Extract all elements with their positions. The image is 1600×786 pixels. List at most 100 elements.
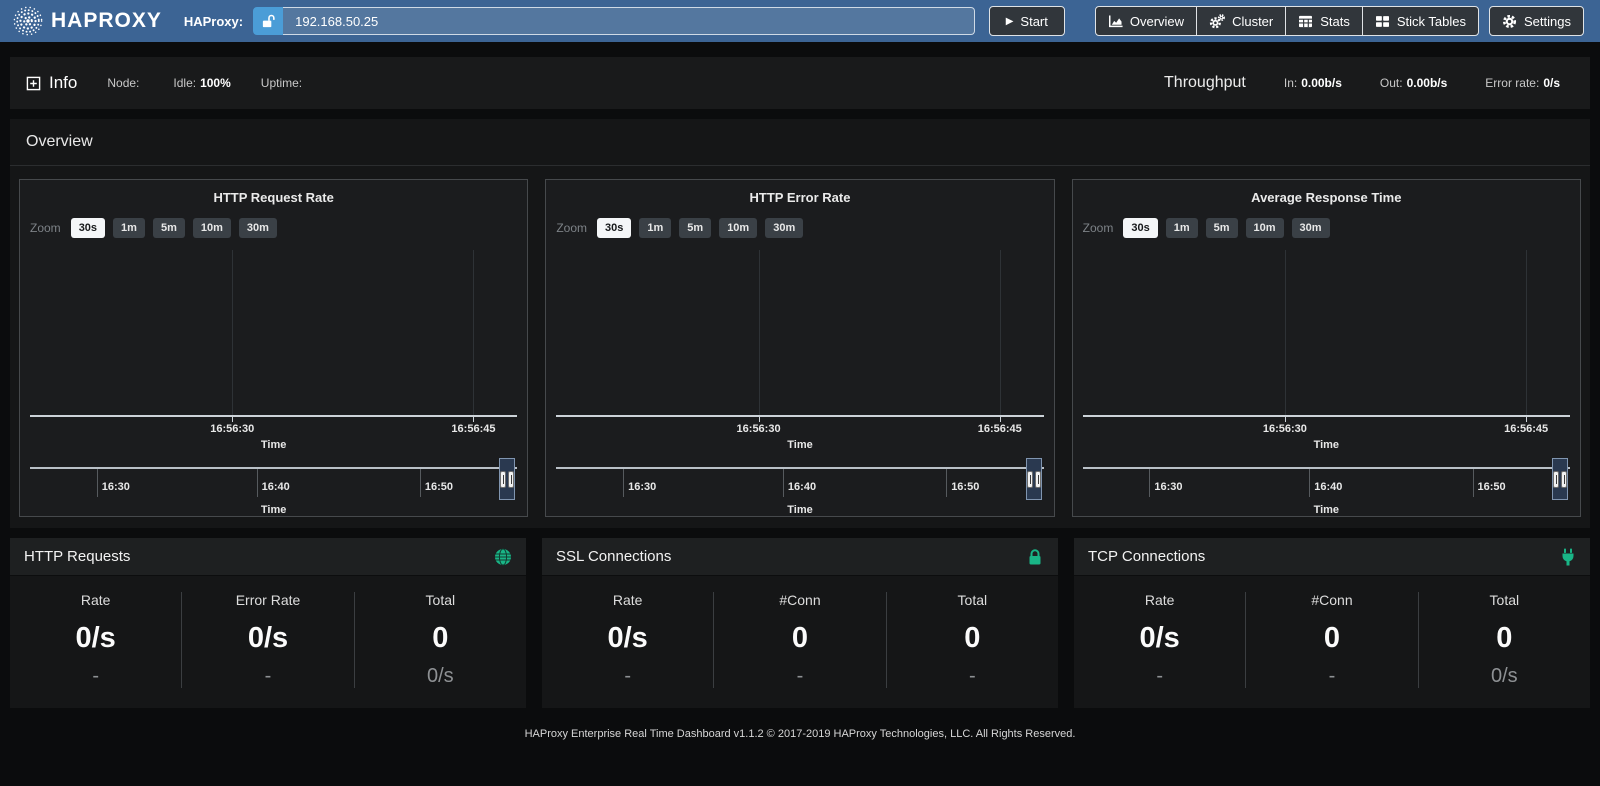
chart-plot-area: 16:56:30 16:56:45 Time [1083,250,1570,450]
navigator-handle-left[interactable] [1027,471,1033,488]
metric-total: Total 0 0/s [354,592,526,688]
card-title: TCP Connections [1088,548,1205,565]
zoom-30m-button[interactable]: 30m [1292,218,1330,238]
plug-icon [1560,548,1576,566]
navigator-selected-range[interactable] [1026,458,1042,500]
expand-plus-icon [26,76,41,91]
zoom-10m-button[interactable]: 10m [719,218,757,238]
navigator-axis-title: Time [261,504,286,516]
chart-navigator[interactable]: 16:30 16:40 16:50 Time [1083,458,1570,517]
zoom-controls: Zoom 30s 1m 5m 10m 30m [1083,218,1570,238]
navigator-axis-title: Time [787,504,812,516]
chart-plot-area: 16:56:30 16:56:45 Time [556,250,1043,450]
info-title: Info [49,73,77,93]
zoom-10m-button[interactable]: 10m [1246,218,1284,238]
chart-navigator[interactable]: 16:30 16:40 16:50 Time [30,458,517,517]
card-title: HTTP Requests [24,548,130,565]
metric-conn: #Conn 0 - [713,592,885,688]
zoom-controls: Zoom 30s 1m 5m 10m 30m [30,218,517,238]
zoom-label: Zoom [30,221,61,235]
top-navbar: HAPROXY HAProxy: ▶ Start [0,0,1600,42]
zoom-1m-button[interactable]: 1m [639,218,671,238]
metric-rate: Rate 0/s - [10,592,181,688]
zoom-30s-button[interactable]: 30s [71,218,105,238]
node-address-input[interactable] [283,7,975,35]
throughput-error-rate: Error rate:0/s [1485,76,1560,90]
brand-name: HAPROXY [51,9,162,33]
zoom-5m-button[interactable]: 5m [153,218,185,238]
unlock-icon [261,14,276,29]
chart-panel-http-request-rate: HTTP Request Rate Zoom 30s 1m 5m 10m 30m… [19,179,528,517]
node-address-group [253,7,975,35]
gear-icon [1502,14,1517,29]
metric-conn: #Conn 0 - [1245,592,1417,688]
start-button[interactable]: ▶ Start [989,6,1065,36]
info-expander[interactable]: Info [26,73,77,93]
navigator-handle-left[interactable] [500,471,506,488]
footer-copyright: HAProxy Enterprise Real Time Dashboard v… [0,718,1600,750]
navigator-axis-line [556,467,1043,469]
zoom-30s-button[interactable]: 30s [597,218,631,238]
zoom-5m-button[interactable]: 5m [679,218,711,238]
throughput-title: Throughput [1164,74,1246,92]
metric-rate: Rate 0/s - [542,592,713,688]
zoom-10m-button[interactable]: 10m [193,218,231,238]
zoom-30s-button[interactable]: 30s [1123,218,1157,238]
chart-navigator[interactable]: 16:30 16:40 16:50 Time [556,458,1043,517]
x-axis-title: Time [1314,439,1339,451]
navigator-axis-line [1083,467,1570,469]
x-tick-label: 16:56:30 [737,423,781,435]
zoom-30m-button[interactable]: 30m [765,218,803,238]
view-switcher: Overview Cluster [1095,6,1479,36]
table-icon [1298,15,1313,28]
x-tick-label: 16:56:45 [1504,423,1548,435]
x-axis-title: Time [787,439,812,451]
navigator-selected-range[interactable] [499,458,515,500]
zoom-30m-button[interactable]: 30m [239,218,277,238]
settings-button[interactable]: Settings [1489,6,1584,36]
metric-cards-row: HTTP Requests Rate 0/s - Error Rate 0/ [10,538,1590,708]
nav-tick-label: 16:50 [1478,481,1506,493]
x-axis-line [30,415,517,417]
chart-title: HTTP Request Rate [30,190,517,205]
uptime-field: Uptime: [261,76,306,90]
navigator-handle-right[interactable] [1561,471,1567,488]
metric-total: Total 0 0/s [1418,592,1590,688]
tab-overview[interactable]: Overview [1095,6,1197,36]
area-chart-icon [1108,15,1123,28]
x-tick-label: 16:56:30 [210,423,254,435]
navigator-handle-right[interactable] [508,471,514,488]
tab-stats[interactable]: Stats [1285,6,1363,36]
haproxy-logo-icon [12,5,44,37]
zoom-5m-button[interactable]: 5m [1206,218,1238,238]
zoom-1m-button[interactable]: 1m [1166,218,1198,238]
zoom-1m-button[interactable]: 1m [113,218,145,238]
tab-cluster[interactable]: Cluster [1196,6,1286,36]
chart-panel-http-error-rate: HTTP Error Rate Zoom 30s 1m 5m 10m 30m 1… [545,179,1054,517]
navigator-handle-left[interactable] [1553,471,1559,488]
zoom-label: Zoom [556,221,587,235]
node-address-label: HAProxy: [184,14,243,29]
nav-tick-label: 16:30 [102,481,130,493]
card-ssl-connections: SSL Connections Rate 0/s - #Conn 0 - Tot… [542,538,1058,708]
card-http-requests: HTTP Requests Rate 0/s - Error Rate 0/ [10,538,526,708]
x-tick-label: 16:56:45 [978,423,1022,435]
navigator-axis-line [30,467,517,469]
navigator-handle-right[interactable] [1035,471,1041,488]
x-tick-label: 16:56:45 [451,423,495,435]
navigator-selected-range[interactable] [1552,458,1568,500]
zoom-label: Zoom [1083,221,1114,235]
throughput-group: Throughput In:0.00b/s Out:0.00b/s Error … [1164,74,1574,92]
overview-section: Overview HTTP Request Rate Zoom 30s 1m 5… [10,119,1590,528]
tab-stick-tables[interactable]: Stick Tables [1362,6,1479,36]
nav-tick-label: 16:50 [951,481,979,493]
metric-rate: Rate 0/s - [1074,592,1245,688]
nav-tick-label: 16:40 [262,481,290,493]
connection-lock-button[interactable] [253,7,283,35]
cogs-icon [1209,14,1225,29]
info-bar: Info Node: Idle:100% Uptime: Throughput … [10,57,1590,109]
globe-icon [494,548,512,566]
throughput-in: In:0.00b/s [1284,76,1342,90]
navigator-axis-title: Time [1314,504,1339,516]
x-axis-line [1083,415,1570,417]
